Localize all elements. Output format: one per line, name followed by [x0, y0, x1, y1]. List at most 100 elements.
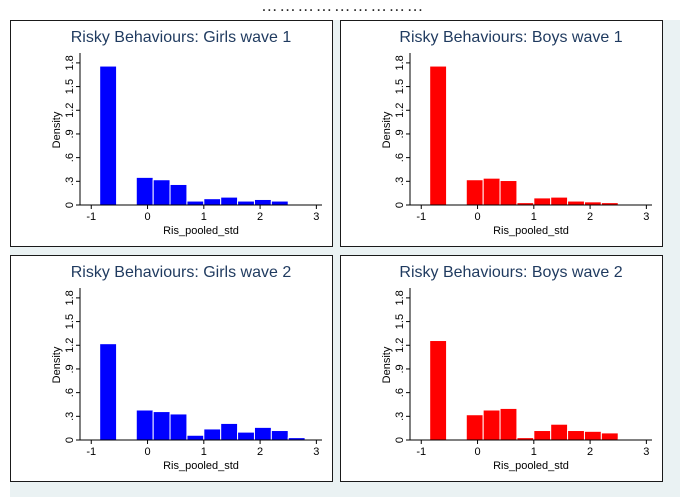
histogram-bar [482, 177, 501, 206]
histogram-bar [99, 65, 118, 206]
x-tick-label: 0 [144, 446, 150, 458]
panel-title: Risky Behaviours: Boys wave 2 [399, 264, 622, 281]
x-tick-label: 1 [531, 446, 537, 458]
y-tick-label: .9 [64, 129, 76, 138]
y-tick-label: 0 [394, 202, 406, 208]
histogram-bar [203, 198, 222, 206]
y-tick-label: 1.5 [64, 314, 76, 329]
histogram-bar [550, 423, 569, 441]
histogram-bar [135, 176, 154, 206]
x-tick-label: 0 [474, 211, 480, 223]
y-tick-label: 1.2 [394, 103, 406, 118]
y-tick-label: .6 [64, 388, 76, 397]
histogram-bar [99, 343, 118, 441]
panel-background [10, 20, 333, 247]
x-tick-label: 2 [587, 446, 593, 458]
histogram-bar [220, 196, 239, 206]
x-tick-label: 3 [313, 211, 319, 223]
y-tick-label: .3 [394, 177, 406, 186]
y-tick-label: 1.2 [64, 338, 76, 353]
histogram-panel: Risky Behaviours: Girls wave 1 0 .3 .6 .9 1.2… [10, 20, 333, 247]
x-tick-label: -1 [86, 446, 96, 458]
y-tick-label: .3 [394, 412, 406, 421]
histogram-bar [499, 180, 518, 206]
histogram-grid-figure: Risky Behaviours: Girls wave 1 0 .3 .6 .9 1.2… [10, 20, 680, 497]
histogram-bar [186, 434, 205, 441]
histogram-bar [220, 422, 239, 441]
panel-title: Risky Behaviours: Girls wave 1 [71, 29, 292, 46]
histogram-bar [429, 340, 448, 441]
x-tick-label: 0 [144, 211, 150, 223]
histogram-bar [169, 183, 188, 206]
x-tick-label: 1 [531, 211, 537, 223]
x-axis-title: Ris_pooled_std [163, 460, 239, 472]
histogram-bar [237, 200, 255, 206]
y-tick-label: .9 [394, 364, 406, 373]
y-tick-label: 1.8 [394, 290, 406, 305]
panel-background [10, 255, 333, 482]
panel-background [340, 20, 663, 247]
x-tick-label: -1 [416, 446, 426, 458]
histogram-bar [270, 200, 289, 206]
histogram-bar [567, 430, 585, 441]
x-tick-label: 3 [313, 446, 319, 458]
y-tick-label: 0 [64, 437, 76, 443]
histogram-bar [533, 197, 552, 206]
x-tick-label: 2 [587, 211, 593, 223]
y-axis-title: Density [381, 346, 393, 383]
histogram-bar [499, 407, 518, 441]
x-tick-label: 2 [257, 446, 263, 458]
histogram-bar [600, 432, 619, 441]
x-tick-label: 1 [201, 446, 207, 458]
y-tick-label: .3 [64, 412, 76, 421]
histogram-bar [186, 200, 205, 206]
histogram-grid-svg: Risky Behaviours: Girls wave 1 0 .3 .6 .9 1.2… [10, 20, 663, 482]
x-axis-title: Ris_pooled_std [493, 225, 569, 237]
x-axis-title: Ris_pooled_std [493, 460, 569, 472]
y-tick-label: .9 [394, 129, 406, 138]
histogram-bar [135, 409, 154, 441]
y-tick-label: 1.8 [64, 290, 76, 305]
y-tick-label: .3 [64, 177, 76, 186]
y-tick-label: .6 [64, 153, 76, 162]
histogram-panel: Risky Behaviours: Boys wave 1 0 .3 .6 .9 1.2 1… [340, 20, 663, 247]
histogram-bar [152, 179, 171, 206]
x-tick-label: 0 [474, 446, 480, 458]
figure-caption: … … … … … … … … … [262, 0, 423, 15]
histogram-bar [270, 430, 289, 441]
y-tick-label: 1.5 [64, 79, 76, 94]
y-axis-title: Density [51, 346, 63, 383]
panel-background [340, 255, 663, 482]
y-axis-title: Density [51, 111, 63, 148]
histogram-bar [567, 200, 585, 206]
histogram-bar [482, 409, 501, 441]
panel-title: Risky Behaviours: Boys wave 1 [399, 29, 622, 46]
histogram-bar [203, 428, 222, 441]
histogram-bar [152, 411, 171, 441]
histogram-panel: Risky Behaviours: Boys wave 2 0 .3 .6 .9 1.2 1… [340, 255, 663, 482]
histogram-bar [253, 426, 272, 441]
y-tick-label: .6 [394, 153, 406, 162]
histogram-bar [465, 414, 484, 441]
histogram-bar [533, 430, 552, 441]
y-tick-label: 1.8 [64, 55, 76, 70]
histogram-bar [550, 196, 569, 206]
x-tick-label: 3 [643, 211, 649, 223]
x-tick-label: 1 [201, 211, 207, 223]
y-tick-label: 0 [394, 437, 406, 443]
x-tick-label: 2 [257, 211, 263, 223]
histogram-bar [169, 413, 188, 441]
y-tick-label: 0 [64, 202, 76, 208]
x-axis-title: Ris_pooled_std [163, 225, 239, 237]
y-tick-label: .9 [64, 364, 76, 373]
y-tick-label: 1.5 [394, 314, 406, 329]
y-axis-title: Density [381, 111, 393, 148]
x-tick-label: -1 [416, 211, 426, 223]
y-tick-label: .6 [394, 388, 406, 397]
y-tick-label: 1.5 [394, 79, 406, 94]
x-tick-label: 3 [643, 446, 649, 458]
y-tick-label: 1.8 [394, 55, 406, 70]
y-tick-label: 1.2 [394, 338, 406, 353]
histogram-bar [465, 179, 484, 206]
histogram-bar [237, 431, 255, 441]
